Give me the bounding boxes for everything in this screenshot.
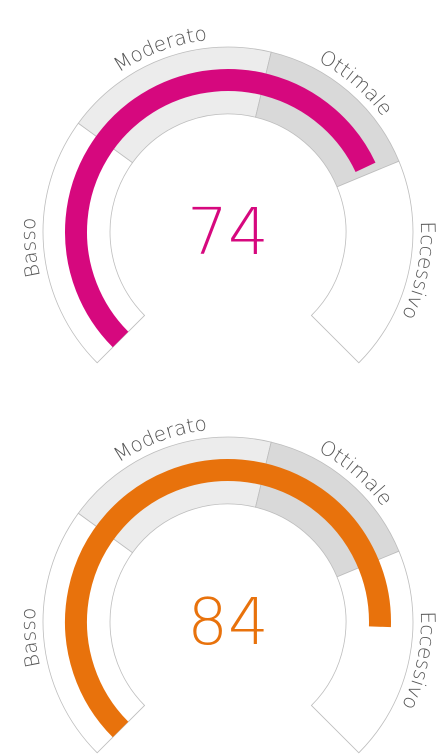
zone [310,550,414,754]
zone-label: Basso [16,607,45,670]
zone [42,122,146,364]
gauge-value: 74 [187,196,268,270]
zone [310,160,414,364]
zone [42,512,146,754]
gauge-bar [65,459,391,738]
zone-label: Basso [16,217,45,280]
gauge-bar [65,69,376,348]
gauge-value: 84 [187,586,268,660]
zone-label: Basso [16,607,45,670]
zone-label: Basso [16,217,45,280]
